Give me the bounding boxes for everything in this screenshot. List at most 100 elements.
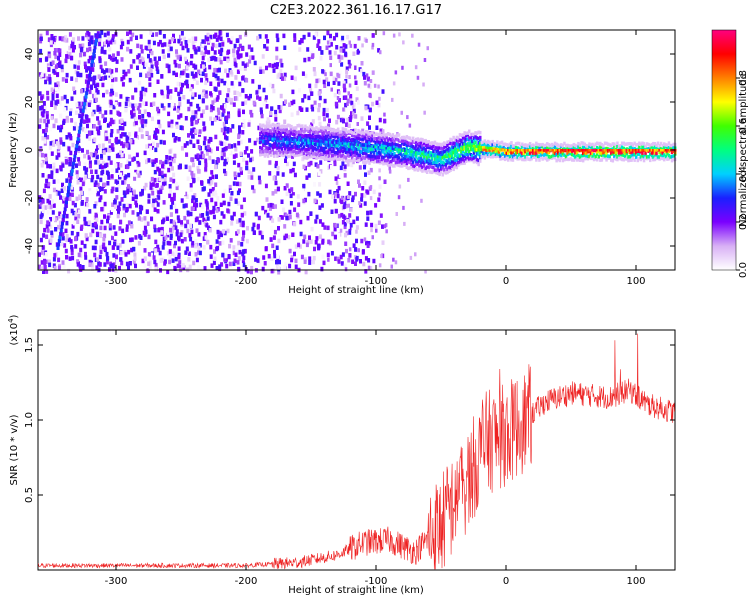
spectrogram-trace-cell [589,156,593,161]
spectrogram-trace-cell [307,155,310,159]
spectrogram-noise-cell [293,172,297,178]
spectrogram-noise-cell [84,255,88,260]
spectrogram-noise-cell [85,68,89,73]
spectrogram-trace-cell [351,130,354,135]
spectrogram-trace-cell [288,133,292,137]
spectrogram-noise-cell [157,119,161,125]
spectrogram-noise-cell [301,98,305,103]
spectrogram-noise-cell [236,190,240,196]
spectrogram-noise-cell [352,243,356,248]
spectrogram-trace-cell [279,134,282,138]
spectrogram-noise-cell [146,268,150,273]
spectrogram-noise-cell [50,230,54,235]
spectrogram-noise-cell [39,219,43,225]
spectrogram-trace-cell [422,167,426,172]
spectrogram-noise-cell [73,202,77,208]
spectrogram-trace-cell [452,135,455,140]
spectrogram-trace-cell [586,157,590,161]
spectrogram-noise-cell [103,233,107,239]
spectrogram-noise-cell [218,90,222,95]
spectrogram-trace-cell [572,153,576,158]
spectrogram-noise-cell [268,82,272,88]
spectrogram-noise-cell [166,240,170,246]
spectrogram-noise-cell [314,162,318,167]
spectrogram-noise-cell [112,104,116,110]
spectrogram-noise-cell [194,120,198,125]
spectrogram-noise-cell [213,67,217,73]
spectrogram-trace-cell [446,143,449,148]
spectrogram-noise-cell [45,159,48,165]
spectrogram-noise-cell [173,38,176,44]
spectrogram-trace-cell [321,131,324,136]
spectrogram-trace-core [304,139,307,142]
spectrogram-noise-cell [367,258,371,263]
spectrogram-noise-cell [356,50,360,55]
spectrogram-trace-cell [358,149,362,154]
spectrogram-trace-core [276,137,279,141]
spectrogram-noise-cell [131,103,135,108]
spectrogram-noise-cell [46,96,50,101]
spectrogram-noise-cell [138,170,142,176]
spectrogram-noise-cell [242,262,246,268]
spectrogram-noise-cell [70,244,74,250]
spectrogram-noise-cell [201,42,205,47]
spectrogram-noise-cell [76,65,80,70]
spectrogram-noise-cell [209,34,213,40]
spectrogram-noise-cell [307,162,311,167]
spectrogram-trace-cell [477,158,480,163]
spectrogram-noise-cell [135,203,138,208]
spectrogram-trace-cell [312,129,315,134]
spectrogram-noise-cell [159,139,163,145]
spectrogram-trace-cell [441,166,444,170]
spectrogram-speckle-cell [409,255,413,260]
spectrogram-trace-core [471,144,474,148]
spectrogram-trace-cell [401,161,404,165]
spectrogram-trace-cell [307,126,310,131]
spectrogram-noise-cell [208,228,212,233]
spectrogram-noise-cell [251,55,255,60]
spectrogram-noise-cell [247,44,251,50]
spectrogram-noise-cell [292,161,296,167]
spectrogram-noise-cell [153,259,157,265]
spectrogram-trace-cell [430,170,434,175]
spectrogram-noise-cell [247,153,250,158]
spectrogram-trace-cell [421,160,424,164]
spectrogram-trace-cell [436,156,440,160]
spectrogram-noise-cell [138,109,142,115]
spectrogram-noise-cell [186,48,190,53]
spectrogram-noise-cell [237,47,241,52]
spectrogram-noise-cell [48,53,52,59]
spectrogram-noise-cell [343,87,347,93]
spectrogram-noise-cell [305,107,309,112]
spectrogram-trace-cell [385,161,388,166]
spectrogram-noise-cell [293,221,297,227]
spectrogram-noise-cell [209,107,213,113]
spectrogram-noise-cell [294,65,298,71]
spectrogram-trace-cell [454,147,457,151]
spectrogram-noise-cell [339,173,343,178]
spectrogram-noise-cell [277,270,281,275]
spectrogram-noise-cell [348,117,352,123]
spectrogram-noise-cell [127,69,131,74]
spectrogram-trace-core [374,145,377,149]
spectrogram-noise-cell [156,111,160,116]
spectrogram-trace-cell [362,151,365,156]
spectrogram-noise-cell [273,62,277,68]
spectrogram-noise-cell [90,130,94,135]
spectrogram-noise-cell [218,57,222,62]
spectrogram-speckle-cell [334,77,338,82]
spectrogram-noise-cell [93,137,97,142]
spectrogram-trace-cell [323,156,326,160]
spectrogram-noise-cell [290,257,294,263]
spectrogram-trace-cell [553,145,557,150]
spectrogram-trace-cell [324,143,327,147]
spectrogram-noise-cell [191,40,195,46]
spectrogram-noise-cell [46,210,50,215]
spectrogram-noise-cell [46,163,50,169]
spectrogram-trace-cell [450,164,454,168]
spectrogram-streak-cell [66,189,70,194]
spectrogram-trace-core [500,148,504,151]
spectrogram-trace-cell [269,150,273,154]
spectrogram-trace-cell [585,151,588,156]
spectrogram-trace-cell [290,150,293,154]
